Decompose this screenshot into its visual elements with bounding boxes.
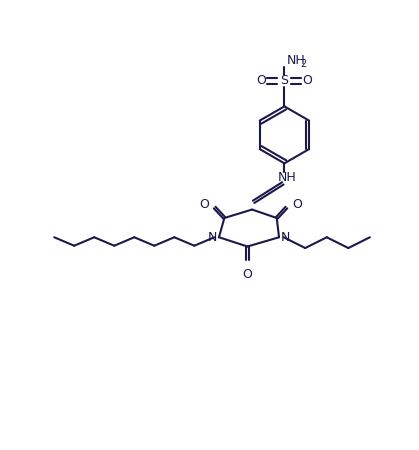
Text: NH: NH [278, 171, 297, 184]
Text: N: N [208, 231, 217, 244]
Text: O: O [292, 198, 302, 211]
Text: O: O [243, 268, 252, 281]
Text: O: O [199, 198, 210, 211]
Text: 2: 2 [300, 59, 307, 69]
Text: N: N [281, 231, 290, 244]
Text: S: S [280, 74, 288, 87]
Text: NH: NH [287, 54, 305, 68]
Text: O: O [256, 74, 266, 87]
Text: O: O [303, 74, 313, 87]
